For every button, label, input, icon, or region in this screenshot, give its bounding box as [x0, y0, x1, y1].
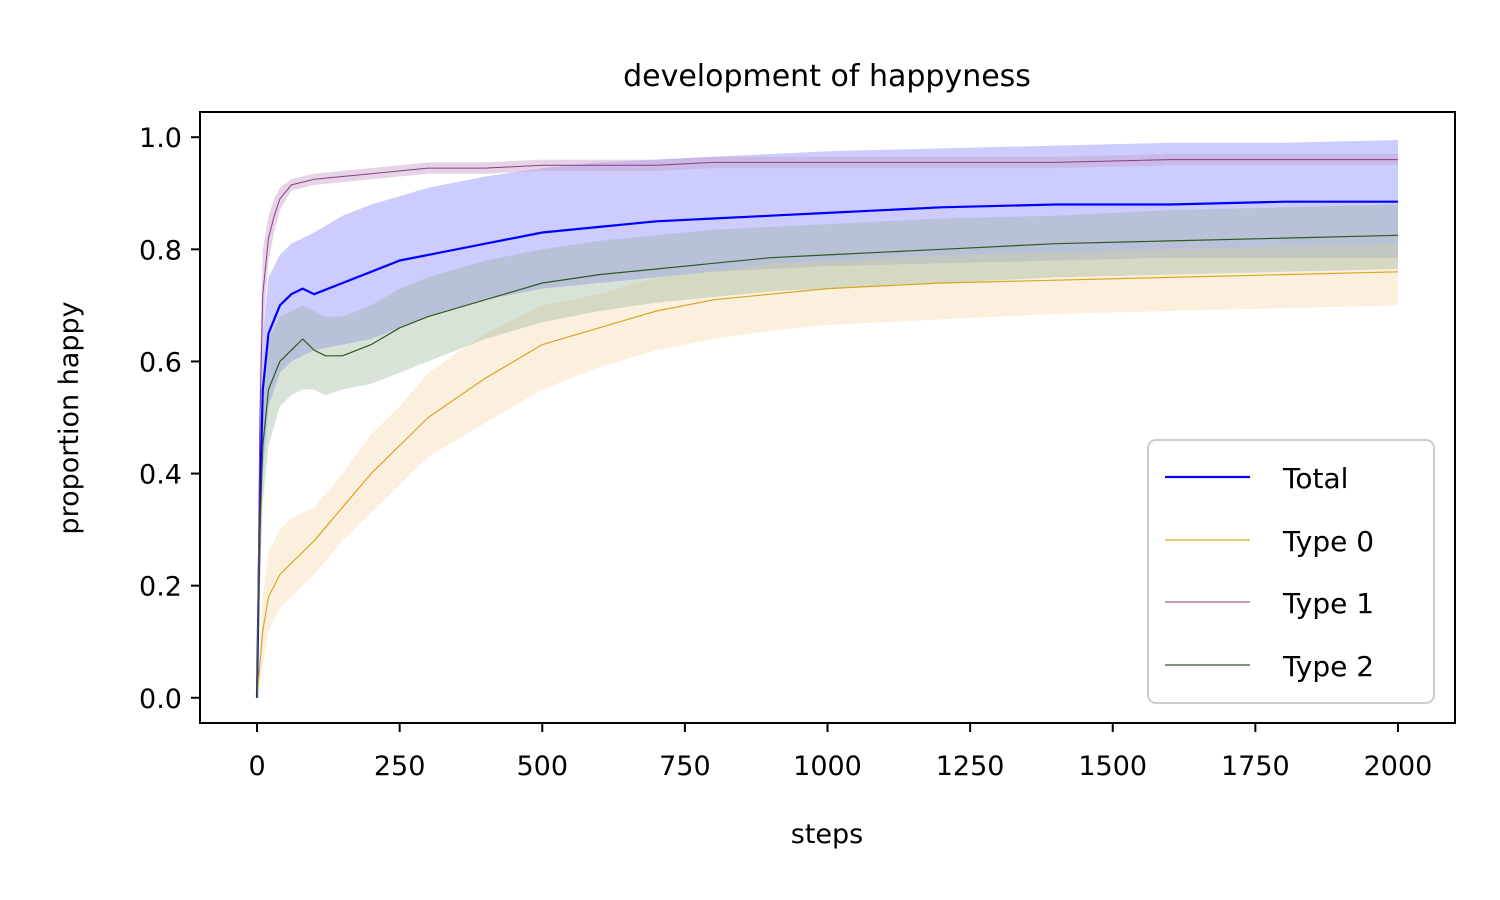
series-0-band [257, 140, 1398, 698]
x-tick-label: 1500 [1078, 751, 1147, 782]
x-axis-label: steps [791, 819, 863, 850]
legend-label-2: Type 1 [1282, 587, 1374, 620]
y-tick-label: 0.6 [139, 347, 182, 378]
confidence-bands [257, 140, 1398, 698]
series-3-line [256, 234, 1399, 698]
legend-box [1147, 439, 1435, 704]
y-tick-label: 0.8 [139, 235, 182, 266]
y-tick-label: 1.0 [139, 123, 182, 154]
series-1-band [257, 243, 1398, 698]
series-1-line [256, 271, 1399, 698]
x-tick-label: 1000 [793, 751, 862, 782]
x-tick-label: 500 [516, 751, 568, 782]
y-axis: 0.0 0.2 0.4 0.6 0.8 1.0 [139, 123, 200, 715]
x-tick-label: 2000 [1364, 751, 1433, 782]
y-tick-label: 0.2 [139, 572, 182, 603]
series-0-line [255, 200, 1398, 698]
series-3-band [257, 204, 1398, 698]
legend-label-1: Type 0 [1282, 525, 1374, 558]
x-tick-label: 1750 [1221, 751, 1290, 782]
series-lines [255, 159, 1399, 698]
y-tick-label: 0.0 [139, 684, 182, 715]
x-tick-label: 1250 [936, 751, 1005, 782]
x-tick-label: 0 [248, 751, 265, 782]
y-axis-label: proportion happy [54, 301, 85, 534]
legend-label-3: Type 2 [1282, 650, 1374, 683]
x-tick-label: 750 [659, 751, 711, 782]
x-tick-label: 250 [374, 751, 426, 782]
legend: Total Type 0 Type 1 Type 2 [1147, 439, 1435, 704]
legend-label-0: Total [1282, 462, 1348, 495]
y-tick-label: 0.4 [139, 460, 182, 491]
x-axis: 0 250 500 750 1000 1250 1500 1750 2000 [248, 723, 1432, 782]
series-2-line [256, 159, 1398, 698]
chart-title: development of happyness [623, 59, 1031, 94]
